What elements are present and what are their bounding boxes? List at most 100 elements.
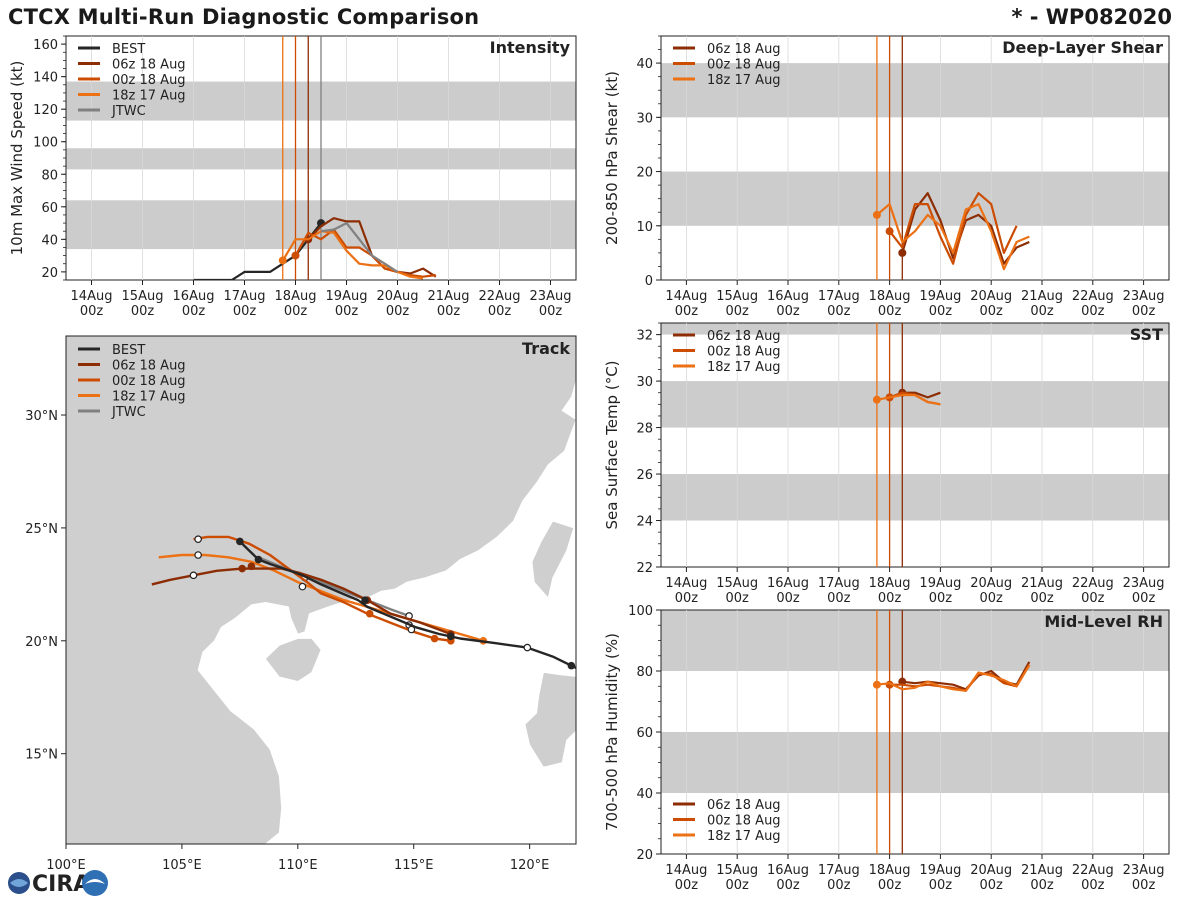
cira-badge-swoosh <box>85 879 105 884</box>
x-tick-label: 16Aug 00z <box>173 289 215 319</box>
y-tick-label: 22 <box>636 561 653 576</box>
x-tick-label: 14Aug 00z <box>665 576 707 606</box>
track-open-marker <box>194 535 202 544</box>
x-tick-label: 18Aug 00z <box>869 289 911 319</box>
y-axis-label: 10m Max Wind Speed (kt) <box>8 61 26 256</box>
intensity-panel: 20 40 60 80 100 120 140 160 14Aug 00z 15Aug 00z 16Au… <box>8 35 577 319</box>
x-tick-label: 20Aug 00z <box>970 576 1012 606</box>
track-line-best <box>239 540 576 669</box>
legend-label: 00z 18 Aug <box>707 345 781 360</box>
legend-label: 06z 18 Aug <box>112 58 186 73</box>
x-tick-label: 14Aug 00z <box>665 289 707 319</box>
land-luzon <box>524 671 576 768</box>
series-marker <box>872 680 881 689</box>
series-group <box>193 217 437 280</box>
x-tick-label: 21Aug 00z <box>1021 289 1063 319</box>
legend-label: 00z 18 Aug <box>112 374 186 389</box>
track-position-marker <box>447 632 455 641</box>
x-tick-label: 20Aug 00z <box>970 289 1012 319</box>
legend-label: 00z 18 Aug <box>707 814 781 829</box>
x-tick-label: 21Aug 00z <box>1021 863 1063 893</box>
y-axis-label: 700-500 hPa Humidity (%) <box>603 633 621 831</box>
legend-label: JTWC <box>111 104 146 119</box>
y-tick-label: 140 <box>33 71 58 86</box>
y-tick-label: 25°N <box>25 522 58 537</box>
legend-label: 18z 17 Aug <box>707 73 781 88</box>
track-position-marker <box>365 609 374 618</box>
x-tick-label: 15Aug 00z <box>716 576 758 606</box>
series-line-18z-17-aug <box>876 664 1031 692</box>
track-open-marker <box>194 551 202 559</box>
track-open-marker <box>523 643 532 652</box>
legend-label: 00z 18 Aug <box>707 58 781 73</box>
y-tick-label: 30 <box>636 111 653 126</box>
y-tick-label: 40 <box>636 57 653 72</box>
x-tick-label: 19Aug 00z <box>919 289 961 319</box>
x-tick-label: 15Aug 00z <box>716 289 758 319</box>
y-tick-label: 28 <box>636 422 653 437</box>
y-tick-label: 26 <box>636 468 653 483</box>
x-tick-label: 15Aug 00z <box>716 863 758 893</box>
x-tick-label: 22Aug 00z <box>479 289 521 319</box>
axes-frame <box>660 322 1170 568</box>
y-tick-label: 40 <box>636 787 653 802</box>
shade-band-0 <box>661 474 1169 521</box>
x-tick-label: 19Aug 00z <box>326 289 368 319</box>
x-tick-label: 19Aug 00z <box>919 863 961 893</box>
shade-band-0 <box>661 171 1169 226</box>
panel-title: Track <box>522 339 570 358</box>
legend-label: BEST <box>112 343 145 358</box>
y-tick-label: 20°N <box>25 635 58 650</box>
cira-logo-text: CIRA <box>32 872 90 897</box>
y-axis-label: 200-850 hPa Shear (kt) <box>603 71 621 245</box>
track-position-marker <box>254 555 263 564</box>
series-line-jtwc <box>320 222 399 273</box>
x-tick-label: 23Aug 00z <box>1123 289 1165 319</box>
y-tick-label: 60 <box>41 201 58 216</box>
cira-globe-highlight <box>10 879 28 887</box>
x-tick-label: 21Aug 00z <box>428 289 470 319</box>
legend-label: BEST <box>112 42 145 57</box>
y-tick-label: 10 <box>636 220 653 235</box>
land-hainan <box>264 638 322 682</box>
track-position-marker <box>430 634 439 643</box>
legend-label: 00z 18 Aug <box>112 73 186 88</box>
x-tick-label: 16Aug 00z <box>767 576 809 606</box>
x-tick-label: 17Aug 00z <box>818 863 860 893</box>
legend-label: 06z 18 Aug <box>707 42 781 57</box>
x-tick-label: 16Aug 00z <box>767 289 809 319</box>
y-axis-label: Sea Surface Temp (°C) <box>603 360 621 529</box>
y-tick-label: 60 <box>636 726 653 741</box>
shade-band-1 <box>661 63 1169 118</box>
legend-label: 06z 18 Aug <box>707 798 781 813</box>
y-tick-label: 100 <box>33 136 58 151</box>
cira-logo: CIRA <box>8 870 108 897</box>
x-tick-label: 23Aug 00z <box>1123 863 1165 893</box>
y-tick-label: 20 <box>41 266 58 281</box>
series-line-00z-18-aug <box>888 192 1018 265</box>
legend-label: JTWC <box>111 405 146 420</box>
x-tick-label: 15Aug 00z <box>122 289 164 319</box>
series-line-06z-18-aug <box>902 391 941 399</box>
shear-panel: 0 10 20 30 40 14Aug 00z 15Aug 00z 16Aug 00z 17Aug 00… <box>603 35 1170 319</box>
series-marker <box>278 256 287 265</box>
panel-title: SST <box>1130 325 1163 344</box>
x-tick-label: 20Aug 00z <box>970 863 1012 893</box>
x-tick-label: 22Aug 00z <box>1072 863 1114 893</box>
x-tick-label: 17Aug 00z <box>224 289 266 319</box>
shade-band-1 <box>661 610 1169 671</box>
track-position-marker <box>236 537 244 546</box>
storm-id: * - WP082020 <box>1011 5 1172 29</box>
x-tick-label: 19Aug 00z <box>919 576 961 606</box>
track-position-marker <box>361 596 369 604</box>
series-group <box>872 661 1031 692</box>
x-tick-label: 16Aug 00z <box>767 863 809 893</box>
legend-label: 18z 17 Aug <box>707 829 781 844</box>
rh-panel: 20 40 60 80 100 14Aug 00z 15Aug 00z 16Aug 00z 17Aug… <box>603 604 1170 893</box>
track-position-marker <box>247 562 256 571</box>
y-tick-label: 100 <box>628 604 653 619</box>
y-tick-label: 80 <box>636 665 653 680</box>
legend-label: 18z 17 Aug <box>707 360 781 375</box>
legend-label: 18z 17 Aug <box>112 390 186 405</box>
land-taiwan <box>531 520 575 599</box>
